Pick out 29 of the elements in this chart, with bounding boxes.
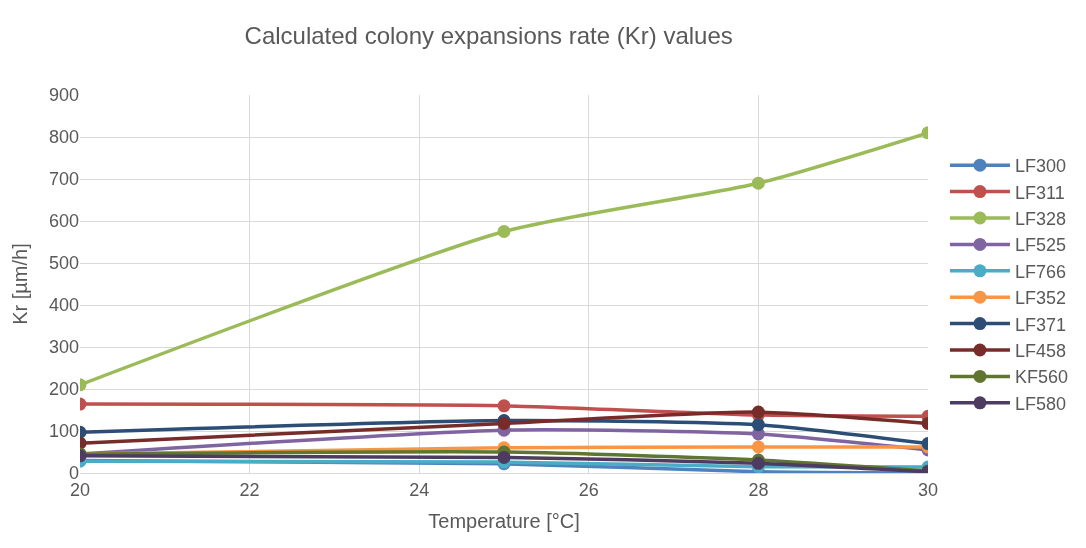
legend-label: LF458 [1014,341,1067,362]
x-tick-label: 26 [578,479,599,500]
y-tick-label: 700 [48,169,79,190]
legend-label: LF300 [1014,156,1067,177]
x-tick-label: 22 [239,479,260,500]
legend-label: LF580 [1014,393,1067,414]
x-tick-label: 24 [409,479,430,500]
y-tick-label: 800 [48,127,79,148]
y-tick-label: 500 [48,253,79,274]
legend-label: LF766 [1014,261,1067,282]
y-tick-label: 100 [48,421,79,442]
legend-label: LF371 [1014,314,1067,335]
point [751,440,765,454]
y-axis-title: Kr [µm/h] [9,243,32,325]
legend-label: LF525 [1014,235,1067,256]
x-tick-label: 30 [917,479,939,500]
x-tick-label: 28 [748,479,769,500]
y-tick-label: 200 [48,379,79,400]
y-tick-label: 400 [48,295,79,316]
legend-label: LF328 [1014,209,1067,230]
x-axis-title: Temperature [°C] [428,510,580,533]
point [497,450,511,464]
legend-label: LF311 [1014,182,1065,203]
y-tick-label: 900 [48,85,79,106]
legend-label: KF560 [1014,367,1069,388]
y-tick-label: 600 [48,211,79,232]
y-tick-label: 300 [48,337,79,358]
chart-title: Calculated colony expansions rate (Kr) values [244,22,733,50]
legend-label: LF352 [1014,288,1067,309]
